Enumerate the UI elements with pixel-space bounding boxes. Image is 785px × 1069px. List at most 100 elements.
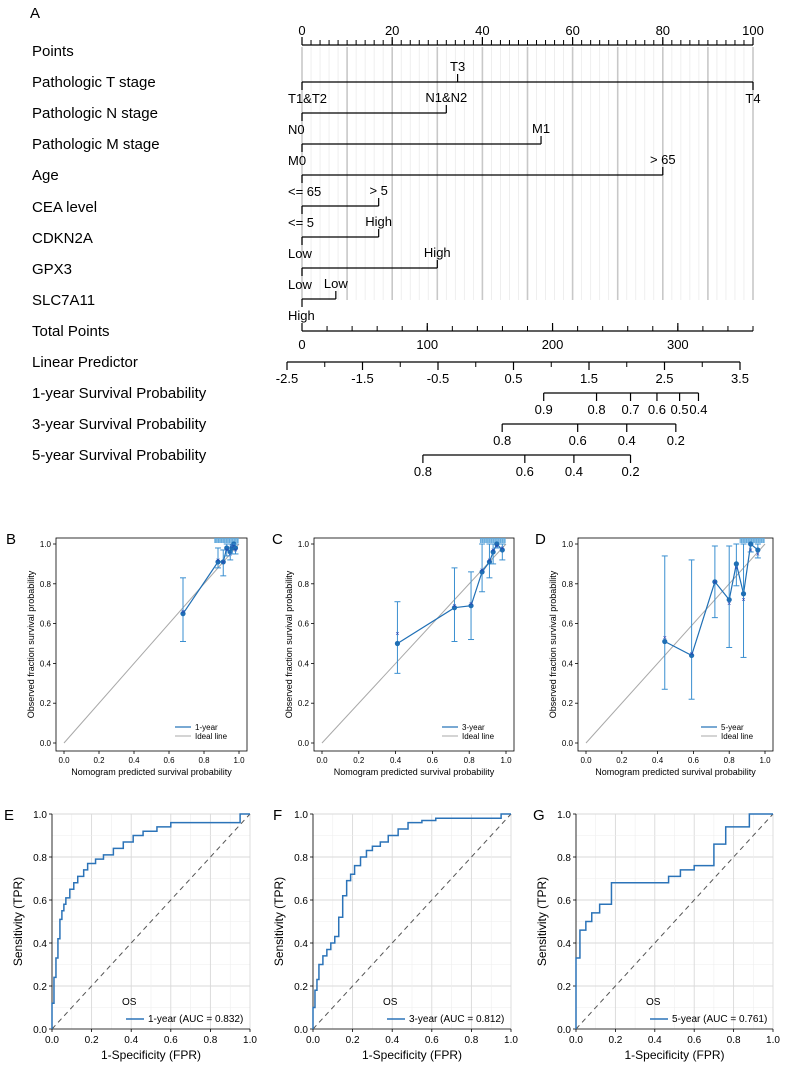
y-tick-label: 1.0 [33, 810, 47, 821]
y-tick-label: 0.2 [562, 699, 574, 708]
roc-plot-g: 0.00.0 0.2 0.2 0.4 0.4 0.6 0.6 0.8 0.8 1.0 1.0 1-Sp… [535, 810, 780, 1062]
x-tick-label: 0.2 [85, 1035, 99, 1046]
roc-plot-e: 0.00.0 0.2 0.2 0.4 0.4 0.6 0.6 0.8 0.8 1.0 1.0 1-Sp… [11, 810, 257, 1062]
nomogram-level-label: High [424, 245, 451, 260]
legend-label-series: 3-year [462, 723, 485, 732]
y-tick-label: 0.0 [40, 739, 52, 748]
nomogram-row-label: Age [32, 167, 59, 184]
calibration-point [479, 569, 485, 575]
y-tick-label: 0.6 [298, 620, 310, 629]
nomogram-tick-label: 2.5 [655, 371, 673, 386]
nomogram-tick-label: 0 [298, 337, 305, 352]
x-axis-title: Nomogram predicted survival probability [334, 767, 495, 777]
y-tick-label: 0.8 [562, 580, 574, 589]
nomogram-tick-label: 0.5 [504, 371, 522, 386]
nomogram-row-label: 3-year Survival Probability [32, 416, 207, 433]
nomogram-row-label: 5-year Survival Probability [32, 447, 207, 464]
x-tick-label: 1.0 [759, 756, 771, 765]
x-tick-label: 0.8 [198, 756, 210, 765]
y-tick-label: 0.4 [562, 659, 574, 668]
x-tick-label: 0.2 [346, 1035, 360, 1046]
calibration-point [215, 559, 221, 565]
x-tick-label: 1.0 [233, 756, 245, 765]
y-tick-label: 0.0 [33, 1025, 47, 1036]
x-tick-label: 0.8 [727, 1035, 741, 1046]
y-tick-label: 1.0 [294, 810, 308, 821]
bootstrap-cross-mark: × [181, 609, 185, 616]
x-tick-label: 0.4 [124, 1035, 138, 1046]
y-axis-title: Sensitivity (TPR) [11, 877, 25, 966]
x-tick-label: 1.0 [500, 756, 512, 765]
ideal-line [321, 543, 507, 744]
bootstrap-cross-mark: × [233, 547, 237, 554]
y-tick-label: 0.6 [294, 896, 308, 907]
nomogram-row-label: Pathologic T stage [32, 74, 156, 91]
panel-label-d: D [535, 531, 546, 548]
x-tick-label: 0.0 [316, 756, 328, 765]
bootstrap-cross-mark: × [756, 551, 760, 558]
y-tick-label: 0.6 [33, 896, 47, 907]
nomogram-level-label: M0 [288, 153, 306, 168]
bootstrap-cross-mark: × [452, 603, 456, 610]
chance-diagonal [51, 813, 251, 1030]
panel-label-b: B [6, 531, 16, 548]
legend-label: 5-year (AUC = 0.761) [672, 1014, 767, 1025]
calibration-point [499, 547, 505, 553]
x-tick-label: 0.8 [724, 756, 736, 765]
calibration-point [689, 652, 695, 659]
calibration-frame [577, 537, 774, 752]
x-tick-label: 0.6 [164, 1035, 178, 1046]
nomogram-tick-label: 60 [565, 23, 579, 38]
panel-label-e: E [4, 807, 14, 824]
bootstrap-cross-mark: × [221, 559, 225, 566]
x-tick-label: 0.2 [353, 756, 365, 765]
nomogram-row-label: Pathologic N stage [32, 105, 158, 122]
calibration-point [494, 541, 500, 547]
x-tick-label: 0.6 [427, 756, 439, 765]
nomogram-tick-label: 0.5 [671, 402, 689, 417]
nomogram-level-label: High [365, 214, 392, 229]
calibration-point [224, 545, 230, 551]
nomogram-tick-label: 40 [475, 23, 489, 38]
bootstrap-cross-mark: × [741, 597, 745, 604]
y-tick-label: 0.0 [557, 1025, 571, 1036]
calibration-point [748, 541, 754, 547]
bootstrap-cross-mark: × [495, 543, 499, 550]
x-tick-label: 1.0 [243, 1035, 257, 1046]
nomogram-tick-label: 0.8 [493, 433, 511, 448]
x-tick-label: 0.8 [464, 1035, 478, 1046]
panel-label-f: F [273, 807, 282, 824]
y-tick-label: 0.2 [40, 699, 52, 708]
y-tick-label: 0.4 [298, 659, 310, 668]
y-tick-label: 0.6 [557, 896, 571, 907]
y-tick-label: 0.0 [298, 739, 310, 748]
calibration-point [726, 597, 732, 603]
nomogram-row-label: 1-year Survival Probability [32, 385, 207, 402]
nomogram-level-label: > 5 [369, 183, 387, 198]
calibration-frame [313, 537, 515, 752]
x-tick-label: 1.0 [504, 1035, 518, 1046]
y-axis-title: Observed fraction survival probability [26, 570, 36, 718]
ideal-line [63, 543, 240, 744]
nomogram-level-label: T1&T2 [288, 91, 327, 106]
bootstrap-cross-mark: × [734, 565, 738, 572]
nomogram: Points 0 20 40 60 80 100 Pathologic T stage T1&T… [32, 23, 764, 479]
y-tick-label: 0.4 [33, 939, 47, 950]
x-tick-label: 0.0 [45, 1035, 59, 1046]
chance-diagonal [575, 813, 774, 1030]
panel-label-c: C [272, 531, 283, 548]
roc-curve [51, 813, 250, 1029]
calibration-point [232, 545, 239, 551]
y-tick-label: 1.0 [557, 810, 571, 821]
bootstrap-cross-mark: × [690, 651, 694, 658]
nomogram-row-label: CDKN2A [32, 230, 93, 247]
y-tick-label: 0.8 [557, 853, 571, 864]
nomogram-tick-label: -2.5 [276, 371, 298, 386]
y-axis-title: Observed fraction survival probability [284, 570, 294, 718]
nomogram-tick-label: 100 [742, 23, 764, 38]
nomogram-row-label: Total Points [32, 323, 110, 340]
bootstrap-cross-mark: × [216, 557, 220, 564]
calibration-point [755, 547, 761, 553]
nomogram-tick-label: 80 [656, 23, 670, 38]
